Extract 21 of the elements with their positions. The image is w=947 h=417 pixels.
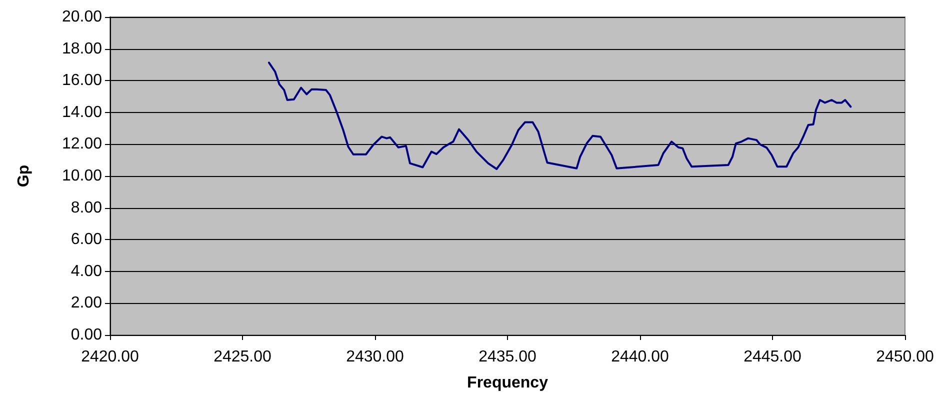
y-tick-label: 20.00 — [62, 8, 102, 26]
y-tick-label: 6.00 — [70, 231, 102, 248]
y-tick-label: 10.00 — [62, 168, 102, 184]
x-tick-label: 2420.00 — [81, 348, 140, 366]
y-tick-label: 18.00 — [62, 40, 102, 58]
x-tick-label: 2445.00 — [744, 348, 802, 366]
y-tick-label: 4.00 — [70, 262, 102, 280]
x-tick-label: 2430.00 — [346, 348, 404, 366]
x-tick-label: 2435.00 — [478, 348, 537, 366]
x-tick-label: 2440.00 — [611, 348, 670, 366]
y-tick-label: 0.00 — [70, 326, 102, 344]
y-tick-label: 8.00 — [70, 199, 102, 216]
y-tick-label: 16.00 — [62, 72, 102, 90]
y-axis-title: Gp — [16, 164, 32, 188]
y-tick-label: 14.00 — [62, 104, 102, 121]
x-tick-label: 2450.00 — [876, 348, 934, 366]
y-tick-label: 12.00 — [62, 136, 102, 153]
y-tick-label: 2.00 — [70, 294, 102, 312]
line-series — [268, 62, 852, 170]
x-axis-title: Frequency — [467, 374, 548, 392]
x-tick-label: 2425.00 — [214, 348, 272, 366]
